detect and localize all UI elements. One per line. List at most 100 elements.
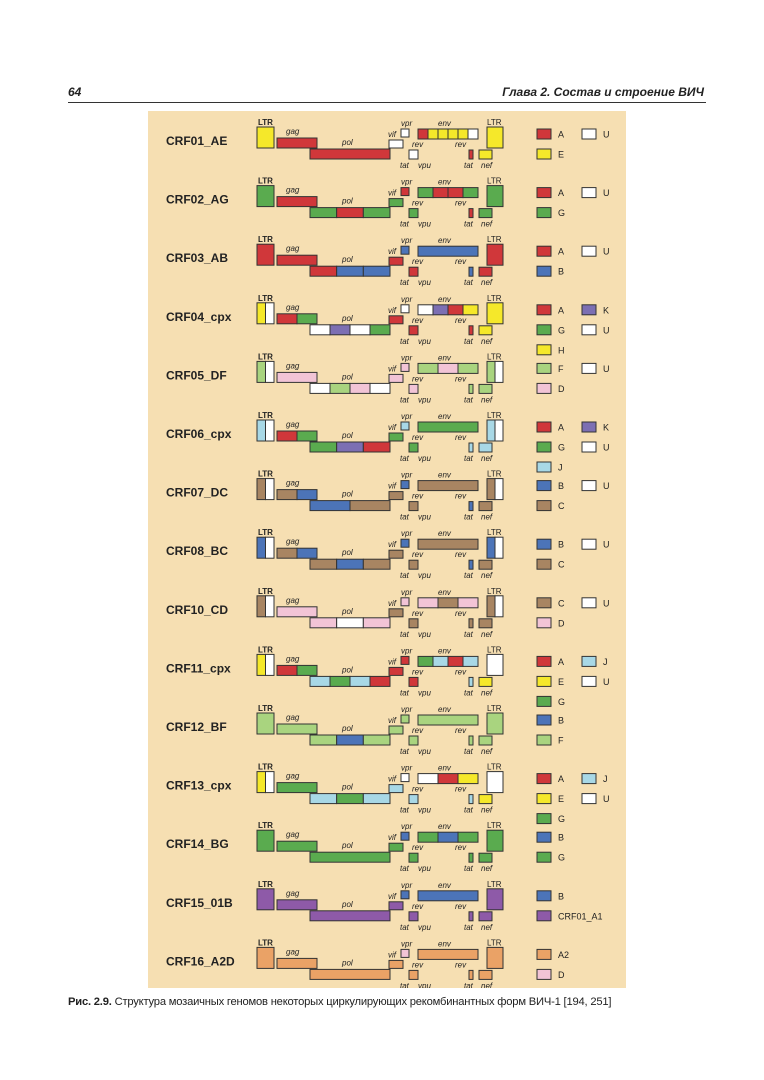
pol-bar-crf02-ag-seg-3 [362, 207, 391, 219]
tat-label: tat [400, 278, 410, 287]
nef-label: nef [481, 337, 493, 346]
tat-label: tat [400, 513, 410, 522]
nef-label: nef [481, 806, 493, 815]
env-label: env [438, 471, 452, 480]
vpr-label: vpr [401, 881, 412, 890]
gag-label: gag [286, 772, 300, 781]
rev2-label: rev [455, 960, 467, 969]
vpu-label: vpu [418, 981, 431, 988]
ltr-right-label: LTR [487, 704, 502, 713]
vpu-label: vpu [418, 278, 431, 287]
pol-bar-crf02-ag-seg-2 [336, 207, 364, 219]
legend-swatch-b [536, 831, 552, 843]
ltr-right-crf16-a2d-seg-1 [486, 946, 504, 969]
tat-exon-crf12-bf-seg-1 [408, 735, 419, 746]
rev2-exon-crf07-dc-seg-1 [468, 501, 474, 512]
tat2-label: tat [464, 395, 474, 404]
legend-label-b: B [558, 540, 564, 550]
gag-label: gag [286, 537, 300, 546]
ltr-right-crf08-bc-seg-1 [486, 536, 496, 559]
ltr-left-label: LTR [258, 352, 273, 361]
tat-exon-crf07-dc-seg-1 [408, 501, 419, 512]
ltr-left-label: LTR [258, 645, 273, 654]
vif-bar-crf16-a2d-seg-1 [388, 959, 404, 969]
vpr-bar-crf07-dc-seg-1 [400, 480, 410, 490]
ltr-left-crf04-cpx-seg-1 [256, 302, 266, 325]
pol-bar-crf02-ag-seg-1 [309, 207, 338, 219]
ltr-right-label: LTR [487, 118, 502, 127]
nef-label: nef [481, 688, 493, 697]
legend-label-g: G [558, 208, 565, 218]
header-rule [68, 102, 706, 103]
ltr-left-crf13-cpx-seg-1 [256, 771, 266, 794]
pol-bar-crf16-a2d-seg-1 [309, 968, 391, 980]
ltr-right-crf13-cpx-seg-1 [486, 771, 504, 794]
pol-bar-crf01-ae-seg-1 [309, 148, 391, 160]
pol-label: pol [341, 841, 353, 850]
legend-swatch-a [536, 187, 552, 199]
rev-label: rev [412, 433, 424, 442]
gag-bar-crf14-bg-seg-1 [276, 840, 318, 852]
gag-bar-crf08-bc-seg-2 [296, 547, 318, 559]
gag-bar-crf03-ab-seg-1 [276, 254, 318, 266]
legend-label-crf01_a1: CRF01_A1 [558, 911, 603, 921]
env-label: env [438, 119, 452, 128]
rev2-label: rev [455, 199, 467, 208]
ltr-left-crf02-ag-seg-1 [256, 185, 275, 208]
gag-label: gag [286, 596, 300, 605]
pol-label: pol [341, 900, 353, 909]
pol-bar-crf12-bf-seg-1 [309, 734, 338, 746]
gag-bar-crf08-bc-seg-1 [276, 547, 298, 559]
env-bar-crf03-ab-seg-1 [417, 245, 479, 257]
tat-exon-crf02-ag-seg-1 [408, 208, 419, 219]
ltr-right-label: LTR [487, 763, 502, 772]
vpr-label: vpr [401, 412, 412, 421]
vpr-label: vpr [401, 471, 412, 480]
pol-label: pol [341, 958, 353, 967]
vpu-label: vpu [418, 688, 431, 697]
pol-bar-crf06-cpx-seg-2 [336, 441, 364, 453]
legend-swatch-u [581, 675, 597, 687]
ltr-right-crf14-bg-seg-1 [486, 829, 504, 852]
pol-bar-crf11-cpx-seg-3 [349, 675, 371, 687]
genome-name-crf06-cpx: CRF06_cpx [166, 427, 232, 441]
vif-label: vif [388, 716, 397, 725]
legend-swatch-a [536, 245, 552, 257]
rev-label: rev [412, 316, 424, 325]
env-label: env [438, 822, 452, 831]
tat-exon-crf11-cpx-seg-1 [408, 676, 419, 687]
pol-bar-crf08-bc-seg-2 [336, 558, 364, 570]
genome-name-crf11-cpx: CRF11_cpx [166, 661, 231, 675]
tat-label: tat [400, 395, 410, 404]
tat-exon-crf06-cpx-seg-1 [408, 442, 419, 453]
legend-label-b: B [558, 267, 564, 277]
pol-bar-crf07-dc-seg-1 [309, 500, 351, 512]
ltr-left-crf05-df-seg-1 [256, 360, 266, 383]
legend-swatch-u [581, 245, 597, 257]
legend-label-a: A [558, 247, 564, 257]
legend-label-u: U [603, 540, 610, 550]
pol-bar-crf08-bc-seg-1 [309, 558, 338, 570]
rev2-exon-crf11-cpx-seg-1 [468, 676, 474, 687]
nef-bar-crf08-bc-seg-1 [478, 559, 493, 570]
vif-label: vif [388, 657, 397, 666]
nef-label: nef [481, 630, 493, 639]
nef-bar-crf02-ag-seg-1 [478, 208, 493, 219]
legend-swatch-g [536, 324, 552, 336]
legend-label-f: F [558, 736, 564, 746]
gag-bar-crf13-cpx-seg-1 [276, 782, 318, 794]
legend-label-u: U [603, 130, 610, 140]
tat2-label: tat [464, 278, 474, 287]
env-bar-crf10-cd-seg-1 [417, 597, 439, 609]
gag-bar-crf11-cpx-seg-2 [296, 664, 318, 676]
gag-bar-crf15-01b-seg-1 [276, 899, 318, 911]
gag-label: gag [286, 889, 300, 898]
legend-label-a2: A2 [558, 950, 569, 960]
legend-label-c: C [558, 598, 565, 608]
vif-bar-crf10-cd-seg-1 [388, 608, 404, 618]
gag-label: gag [286, 830, 300, 839]
env-label: env [438, 588, 452, 597]
legend-label-u: U [603, 364, 610, 374]
vpr-bar-crf12-bf-seg-1 [400, 714, 410, 724]
pol-bar-crf05-df-seg-1 [309, 382, 331, 394]
